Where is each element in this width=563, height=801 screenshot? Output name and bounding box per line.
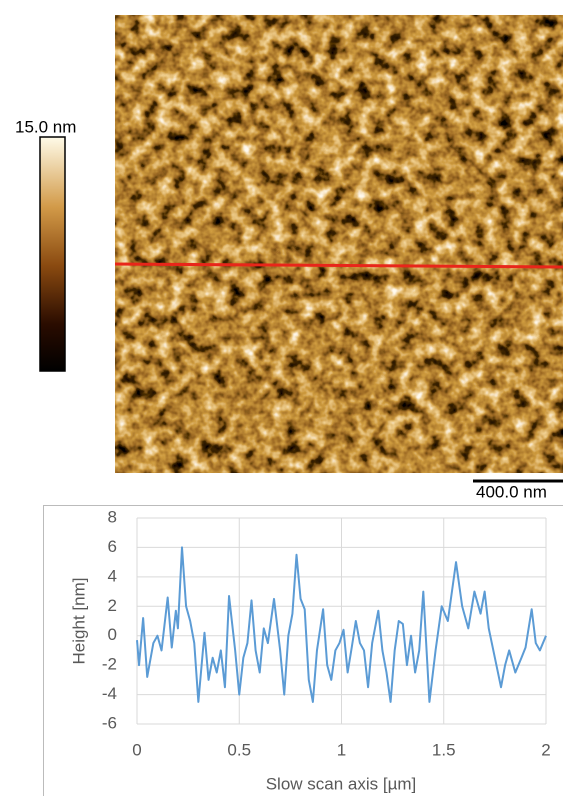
x-tick-label: 2 [541,740,550,759]
x-tick-label: 0 [132,740,141,759]
afm-image [115,15,563,473]
x-axis-label: Slow scan axis [µm] [266,774,417,793]
x-tick-label: 1 [337,740,346,759]
y-tick-label: -4 [102,684,117,703]
x-tick-label: 0.5 [227,740,251,759]
y-tick-label: -2 [102,655,117,674]
y-tick-label: 4 [108,566,117,585]
x-tick-label: 1.5 [432,740,456,759]
y-tick-label: 2 [108,596,117,615]
y-axis-label: Height [nm] [69,578,88,665]
colorbar [40,137,65,371]
scale-bar-label: 400.0 nm [476,482,547,501]
colorbar-label: 15.0 nm [15,117,76,136]
chart-frame [44,506,563,797]
y-tick-label: 0 [108,625,117,644]
y-tick-label: -6 [102,713,117,732]
y-tick-label: 6 [108,537,117,556]
plot: -6 -4 -2 0 2 4 6 8 0 0.5 1 1.5 2 [102,507,551,759]
y-tick-label: 8 [108,507,117,526]
